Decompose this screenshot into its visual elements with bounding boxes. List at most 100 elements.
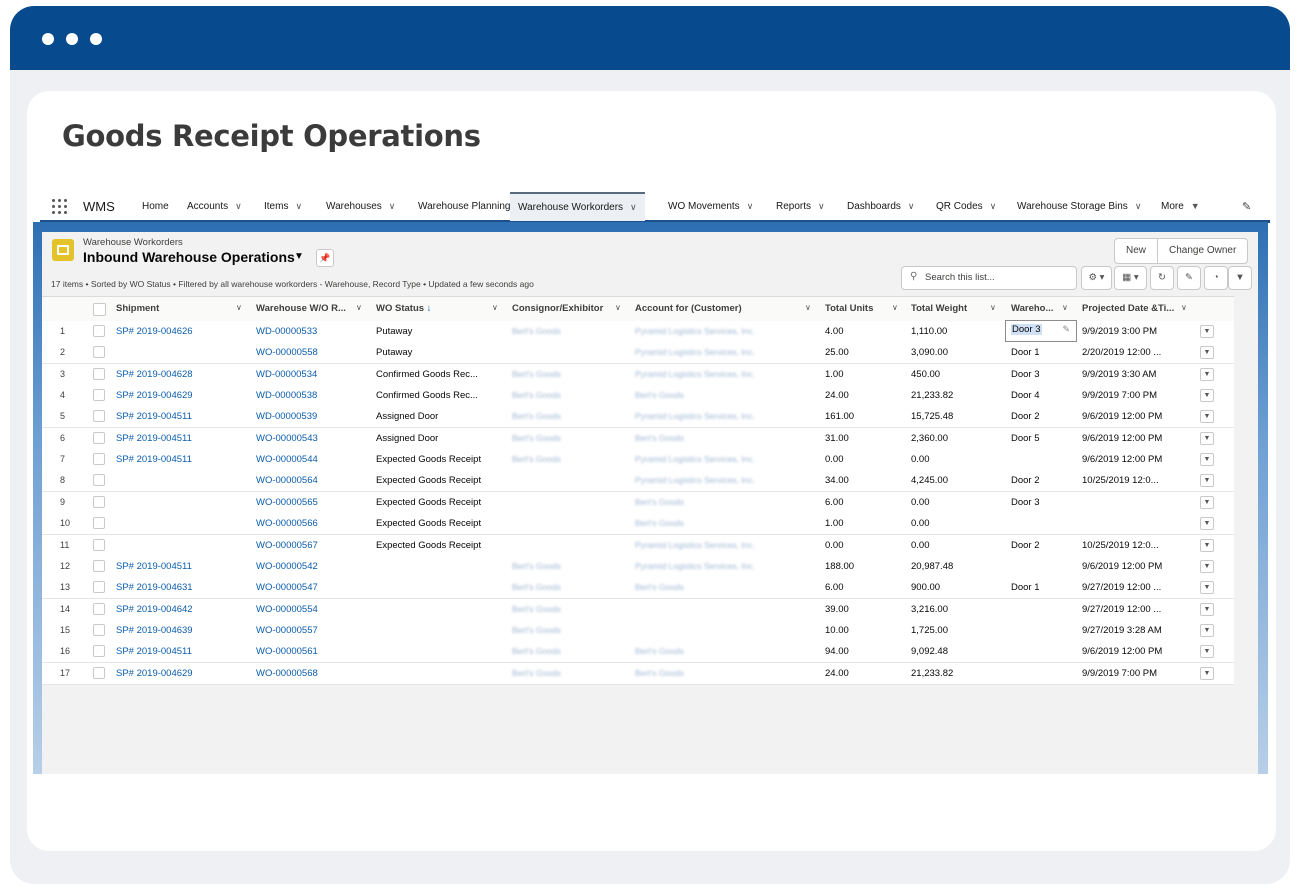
chevron-down-icon[interactable]: ∨ bbox=[1134, 201, 1142, 211]
row-checkbox[interactable] bbox=[93, 666, 105, 679]
nav-item-warehouse-planning[interactable]: Warehouse Planning bbox=[418, 201, 510, 212]
workorder-link[interactable]: WO-00000557 bbox=[256, 624, 318, 636]
nav-item-more[interactable]: More ▼ bbox=[1161, 201, 1200, 212]
row-checkbox[interactable] bbox=[93, 602, 105, 615]
chevron-down-icon[interactable]: ∨ bbox=[235, 201, 242, 211]
table-row[interactable]: 12 SP# 2019-004511 WO-00000542 Bert's Goods… bbox=[42, 555, 1234, 578]
app-launcher-icon[interactable] bbox=[52, 199, 68, 215]
workorder-link[interactable]: WD-00000533 bbox=[256, 326, 318, 337]
row-checkbox[interactable] bbox=[93, 581, 105, 594]
edit-list-icon[interactable]: ✎ bbox=[1177, 266, 1201, 290]
chevron-down-icon[interactable]: ∨ bbox=[388, 201, 396, 211]
table-row[interactable]: 13 SP# 2019-004631 WO-00000547 Bert's Goods… bbox=[42, 577, 1234, 600]
column-header-units[interactable]: Total Units bbox=[825, 303, 873, 314]
row-actions-icon[interactable]: ▼ bbox=[1200, 623, 1214, 637]
column-menu-icon[interactable]: ∨ bbox=[492, 303, 498, 312]
table-row[interactable]: 1 SP# 2019-004626 WD-00000533 Putaway Bert's… bbox=[42, 320, 1234, 343]
column-header-wo[interactable]: Warehouse W/O R... bbox=[256, 303, 346, 314]
workorder-link[interactable]: WD-00000534 bbox=[256, 368, 318, 380]
search-list-input[interactable]: ⚲ Search this list... bbox=[901, 266, 1077, 290]
workorder-link[interactable]: WO-00000554 bbox=[256, 603, 318, 615]
nav-item-home[interactable]: Home bbox=[142, 201, 169, 212]
table-row[interactable]: 10 WO-00000566 Expected Goods Receipt Bert'… bbox=[42, 513, 1234, 536]
column-header-weight[interactable]: Total Weight bbox=[911, 303, 967, 314]
table-row[interactable]: 3 SP# 2019-004628 WD-00000534 Confirmed Goo… bbox=[42, 363, 1234, 386]
column-menu-icon[interactable]: ∨ bbox=[356, 303, 362, 312]
row-actions-icon[interactable]: ▼ bbox=[1200, 517, 1214, 531]
shipment-link[interactable]: SP# 2019-004511 bbox=[116, 560, 192, 572]
pencil-icon[interactable]: ✎ bbox=[1062, 324, 1070, 334]
workorder-link[interactable]: WD-00000538 bbox=[256, 390, 318, 402]
row-actions-icon[interactable]: ▼ bbox=[1200, 666, 1214, 680]
table-row[interactable]: 15 SP# 2019-004639 WO-00000557 Bert's Goods… bbox=[42, 619, 1234, 642]
workorder-link[interactable]: WO-00000566 bbox=[256, 518, 318, 530]
shipment-link[interactable]: SP# 2019-004511 bbox=[116, 646, 192, 658]
chevron-down-icon[interactable]: ∨ bbox=[295, 201, 303, 211]
row-checkbox[interactable] bbox=[93, 559, 105, 572]
row-checkbox[interactable] bbox=[93, 346, 105, 359]
row-actions-icon[interactable]: ▼ bbox=[1200, 367, 1214, 381]
shipment-link[interactable]: SP# 2019-004629 bbox=[116, 390, 193, 402]
row-checkbox[interactable] bbox=[93, 495, 105, 508]
shipment-link[interactable]: SP# 2019-004511 bbox=[116, 411, 192, 423]
chevron-down-icon[interactable]: ∨ bbox=[746, 201, 754, 211]
chevron-down-icon[interactable]: ∨ bbox=[907, 201, 915, 211]
list-view-picker-icon[interactable]: ▼ bbox=[294, 251, 304, 262]
row-actions-icon[interactable]: ▼ bbox=[1200, 431, 1214, 445]
nav-item-wo-movements[interactable]: WO Movements ∨ bbox=[668, 201, 753, 212]
chevron-down-icon[interactable]: ∨ bbox=[989, 201, 997, 211]
shipment-link[interactable]: SP# 2019-004639 bbox=[116, 624, 193, 636]
row-actions-icon[interactable]: ▼ bbox=[1200, 495, 1214, 509]
row-checkbox[interactable] bbox=[93, 623, 105, 636]
workorder-link[interactable]: WO-00000558 bbox=[256, 347, 318, 359]
charts-icon[interactable]: ◔ bbox=[1204, 266, 1228, 290]
shipment-link[interactable]: SP# 2019-004511 bbox=[116, 454, 192, 466]
nav-item-dashboards[interactable]: Dashboards ∨ bbox=[847, 201, 915, 212]
table-row[interactable]: 6 SP# 2019-004511 WO-00000543 Assigned Door… bbox=[42, 427, 1234, 450]
column-header-warehouse-door[interactable]: Wareho... bbox=[1011, 303, 1053, 314]
table-row[interactable]: 4 SP# 2019-004629 WD-00000538 Confirmed Goo… bbox=[42, 385, 1234, 408]
column-menu-icon[interactable]: ∨ bbox=[1062, 303, 1068, 312]
shipment-link[interactable]: SP# 2019-004631 bbox=[116, 582, 193, 594]
workorder-link[interactable]: WO-00000564 bbox=[256, 475, 318, 487]
list-settings-icon[interactable]: ⚙ ▾ bbox=[1081, 266, 1112, 290]
workorder-link[interactable]: WO-00000543 bbox=[256, 432, 318, 444]
table-row[interactable]: 16 SP# 2019-004511 WO-00000561 Bert's Goods… bbox=[42, 641, 1234, 664]
table-row[interactable]: 2 WO-00000558 Putaway Pyramid Logistics Ser… bbox=[42, 342, 1234, 365]
table-row[interactable]: 9 WO-00000565 Expected Goods Receipt Bert's… bbox=[42, 491, 1234, 514]
row-actions-icon[interactable]: ▼ bbox=[1200, 346, 1214, 360]
workorder-link[interactable]: WO-00000565 bbox=[256, 496, 318, 508]
row-checkbox[interactable] bbox=[93, 389, 105, 402]
workorder-link[interactable]: WO-00000544 bbox=[256, 454, 318, 466]
table-row[interactable]: 14 SP# 2019-004642 WO-00000554 Bert's Goods… bbox=[42, 598, 1234, 621]
workorder-link[interactable]: WO-00000567 bbox=[256, 539, 318, 551]
edit-nav-icon[interactable]: ✎ bbox=[1242, 201, 1252, 213]
row-checkbox[interactable] bbox=[93, 367, 105, 380]
column-header-status[interactable]: WO Status ↓ bbox=[376, 303, 431, 314]
display-as-table-icon[interactable]: ▦ ▾ bbox=[1114, 266, 1147, 290]
select-all-checkbox[interactable] bbox=[93, 303, 106, 316]
column-header-account[interactable]: Account for (Customer) bbox=[635, 303, 742, 314]
workorder-link[interactable]: WO-00000542 bbox=[256, 560, 318, 572]
row-actions-icon[interactable]: ▼ bbox=[1200, 645, 1214, 659]
shipment-link[interactable]: SP# 2019-004629 bbox=[116, 667, 193, 679]
row-actions-icon[interactable]: ▼ bbox=[1200, 559, 1214, 573]
column-header-projected-date[interactable]: Projected Date &Ti... bbox=[1082, 303, 1174, 314]
row-checkbox[interactable] bbox=[93, 538, 105, 551]
shipment-link[interactable]: SP# 2019-004626 bbox=[116, 326, 193, 337]
column-menu-icon[interactable]: ∨ bbox=[892, 303, 898, 312]
row-checkbox[interactable] bbox=[93, 325, 105, 337]
row-actions-icon[interactable]: ▼ bbox=[1200, 474, 1214, 488]
row-actions-icon[interactable]: ▼ bbox=[1200, 453, 1214, 467]
workorder-link[interactable]: WO-00000561 bbox=[256, 646, 318, 658]
column-header-consignor[interactable]: Consignor/Exhibitor bbox=[512, 303, 603, 314]
nav-item-items[interactable]: Items ∨ bbox=[264, 201, 302, 212]
pin-icon[interactable]: 📌 bbox=[316, 249, 334, 267]
column-header-shipment[interactable]: Shipment bbox=[116, 303, 159, 314]
nav-item-warehouse-workorders[interactable]: Warehouse Workorders ∨ bbox=[510, 192, 645, 221]
nav-item-warehouses[interactable]: Warehouses ∨ bbox=[326, 201, 395, 212]
row-actions-icon[interactable]: ▼ bbox=[1200, 538, 1214, 552]
row-checkbox[interactable] bbox=[93, 431, 105, 444]
nav-item-reports[interactable]: Reports ∨ bbox=[776, 201, 825, 212]
table-row[interactable]: 8 WO-00000564 Expected Goods Receipt Pyrami… bbox=[42, 470, 1234, 493]
